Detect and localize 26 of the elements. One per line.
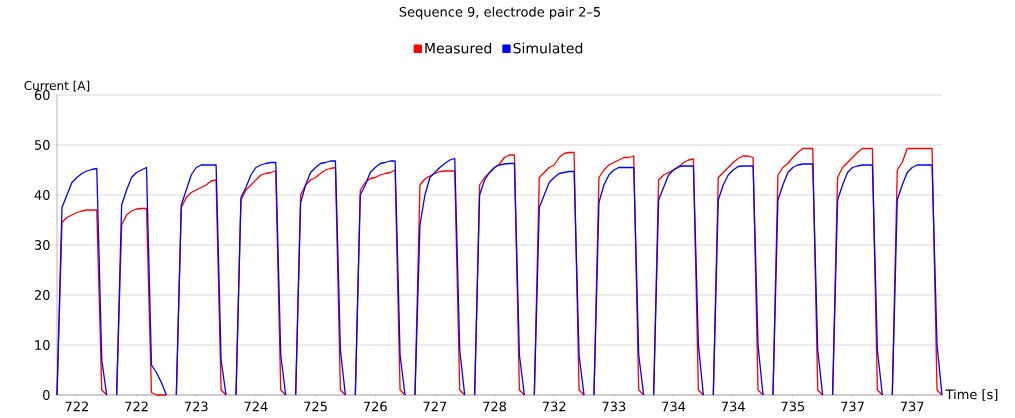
x-tick-label: 725 [304, 401, 327, 412]
y-tick-label: 30 [34, 240, 50, 250]
x-tick-label: 722 [65, 401, 88, 412]
y-tick-label: 0 [43, 390, 50, 400]
x-tick-label: 733 [602, 401, 626, 412]
legend-label: Simulated [513, 42, 583, 54]
x-tick-label: 735 [781, 401, 805, 412]
x-tick-label: 732 [542, 401, 566, 412]
x-axis-title: Time [s] [945, 389, 998, 401]
x-tick-label: 737 [841, 401, 864, 412]
x-tick-label: 734 [662, 401, 686, 412]
y-tick-label: 60 [34, 90, 50, 100]
x-tick-label: 723 [184, 401, 208, 412]
chart-title: Sequence 9, electrode pair 2–5 [399, 6, 601, 20]
legend-label: Measured [425, 42, 492, 54]
x-tick-label: 728 [483, 401, 507, 412]
y-tick-label: 10 [35, 340, 50, 350]
y-tick-label: 50 [34, 140, 50, 150]
x-tick-label: 722 [125, 401, 148, 412]
x-tick-label: 734 [721, 401, 745, 412]
x-tick-label: 726 [363, 401, 387, 412]
x-tick-label: 724 [244, 401, 268, 412]
y-tick-label: 40 [34, 190, 50, 200]
y-tick-label: 20 [34, 290, 50, 300]
x-tick-label: 737 [900, 401, 924, 412]
x-tick-label: 727 [423, 401, 447, 412]
